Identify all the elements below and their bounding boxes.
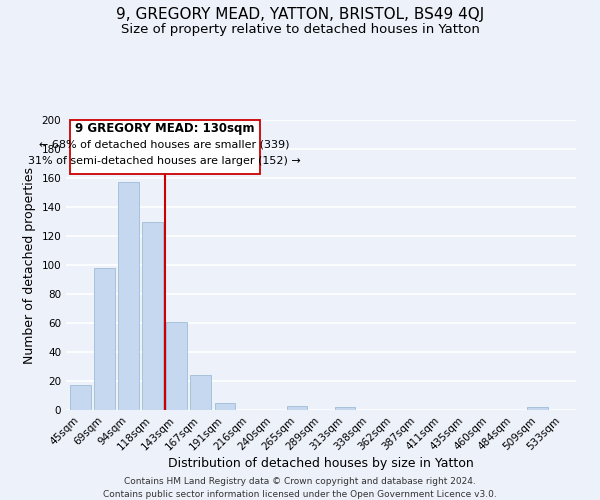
Bar — [142, 222, 163, 410]
Bar — [335, 407, 355, 410]
Text: 31% of semi-detached houses are larger (152) →: 31% of semi-detached houses are larger (… — [28, 156, 301, 166]
Bar — [287, 406, 307, 410]
Text: 9 GREGORY MEAD: 130sqm: 9 GREGORY MEAD: 130sqm — [75, 122, 254, 135]
Text: Size of property relative to detached houses in Yatton: Size of property relative to detached ho… — [121, 22, 479, 36]
Text: 9, GREGORY MEAD, YATTON, BRISTOL, BS49 4QJ: 9, GREGORY MEAD, YATTON, BRISTOL, BS49 4… — [116, 8, 484, 22]
Bar — [94, 268, 115, 410]
Bar — [70, 386, 91, 410]
Text: Contains HM Land Registry data © Crown copyright and database right 2024.: Contains HM Land Registry data © Crown c… — [124, 478, 476, 486]
Bar — [190, 375, 211, 410]
Text: Contains public sector information licensed under the Open Government Licence v3: Contains public sector information licen… — [103, 490, 497, 499]
Bar — [215, 403, 235, 410]
Bar — [527, 407, 548, 410]
Bar — [118, 182, 139, 410]
Bar — [166, 322, 187, 410]
FancyBboxPatch shape — [70, 120, 260, 174]
Y-axis label: Number of detached properties: Number of detached properties — [23, 166, 36, 364]
Text: ← 68% of detached houses are smaller (339): ← 68% of detached houses are smaller (33… — [40, 140, 290, 149]
X-axis label: Distribution of detached houses by size in Yatton: Distribution of detached houses by size … — [168, 458, 474, 470]
